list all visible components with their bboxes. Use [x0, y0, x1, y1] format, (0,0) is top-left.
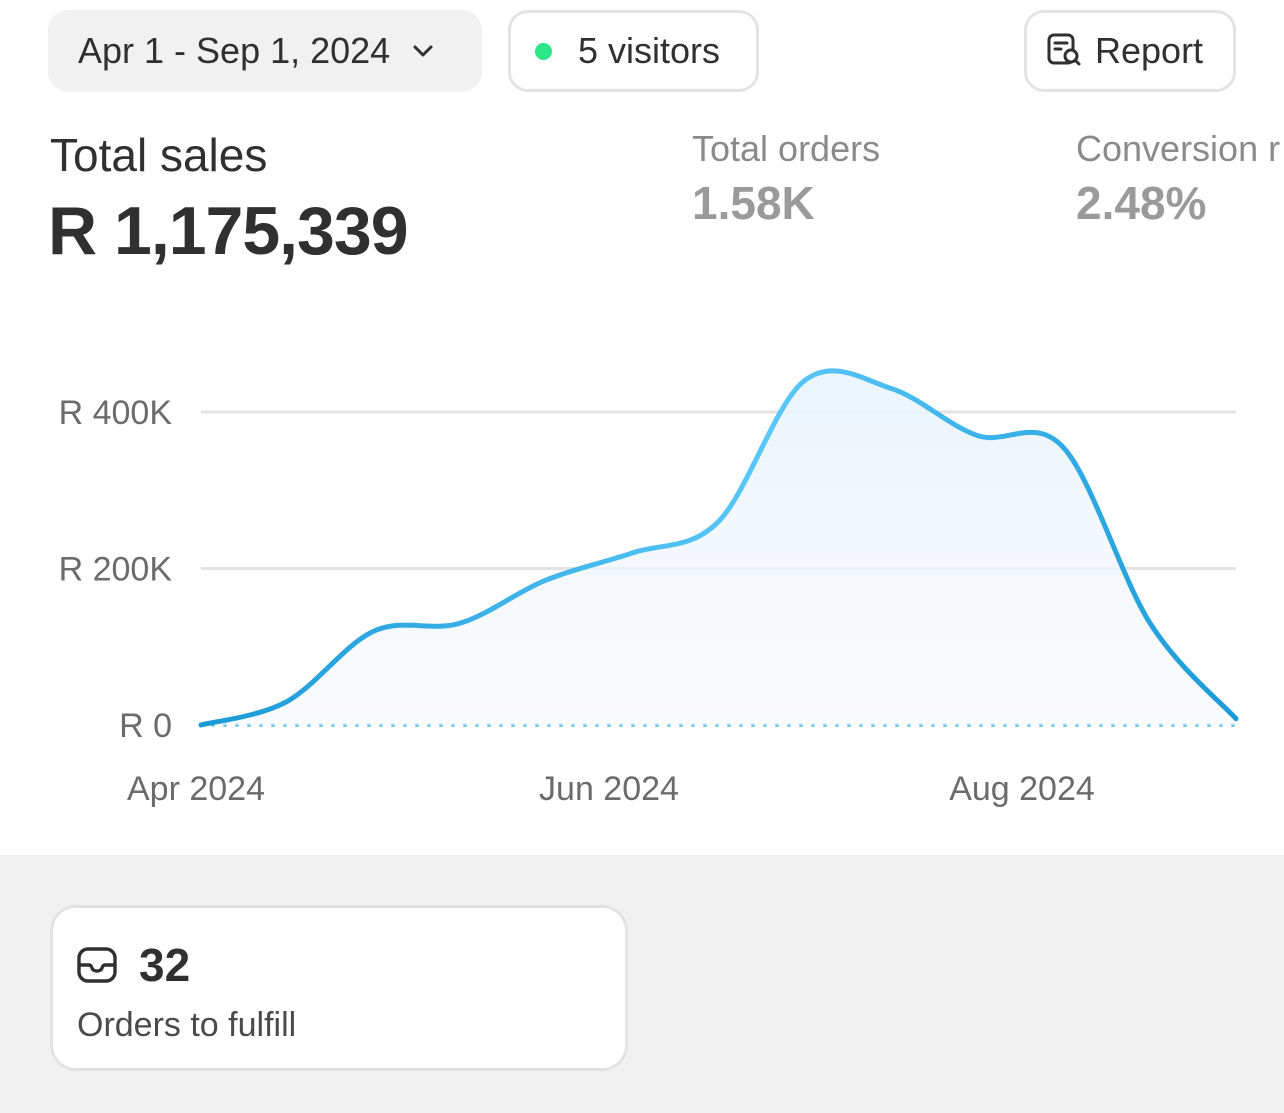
inbox-icon — [75, 943, 119, 987]
sales-line — [198, 368, 1239, 728]
chevron-down-icon — [410, 38, 436, 64]
y-tick-label: R 200K — [59, 551, 173, 589]
date-range-label: Apr 1 - Sep 1, 2024 — [78, 30, 391, 71]
visitors-label: 5 visitors — [578, 30, 721, 71]
y-tick-label: R 0 — [119, 707, 172, 745]
report-button[interactable]: Report — [1024, 10, 1236, 92]
total-sales-value: R 1,175,339 — [48, 193, 409, 269]
live-status-dot — [535, 42, 552, 60]
x-axis-ticks: Apr 2024 Jun 2024 Aug 2024 — [127, 770, 1095, 808]
x-tick-label: Jun 2024 — [539, 770, 679, 808]
total-sales-title[interactable]: Total sales — [50, 129, 268, 181]
conversion-rate-title[interactable]: Conversion r — [1076, 128, 1281, 169]
x-tick-label: Apr 2024 — [127, 770, 265, 808]
total-orders-title[interactable]: Total orders — [692, 128, 881, 169]
y-tick-label: R 400K — [59, 394, 173, 432]
y-axis-ticks: R 400K R 200K R 0 — [59, 394, 173, 745]
date-range-picker[interactable]: Apr 1 - Sep 1, 2024 — [48, 10, 482, 92]
orders-to-fulfill-card[interactable]: 32 Orders to fulfill — [50, 905, 628, 1071]
conversion-rate-value: 2.48% — [1076, 177, 1207, 229]
orders-to-fulfill-count: 32 — [139, 939, 191, 991]
report-label: Report — [1095, 30, 1204, 71]
sales-area-chart[interactable]: R 400K R 200K R 0 Apr 2024 Jun 2024 Aug 2024 — [0, 300, 1284, 840]
analytics-panel: Apr 1 - Sep 1, 2024 5 visitors Report To… — [0, 10, 1284, 840]
chart-area — [198, 368, 1239, 728]
sales-area-fill — [201, 370, 1236, 725]
live-visitors-badge[interactable]: 5 visitors — [508, 10, 759, 92]
orders-to-fulfill-label: Orders to fulfill — [77, 1006, 297, 1044]
total-orders-value: 1.58K — [692, 177, 815, 229]
x-tick-label: Aug 2024 — [949, 770, 1095, 808]
report-search-icon — [1045, 30, 1083, 73]
